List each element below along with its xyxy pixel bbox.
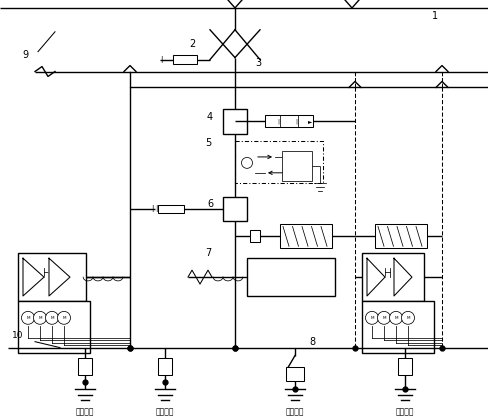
Text: M: M — [26, 316, 30, 320]
Bar — [78, 357, 92, 375]
Text: M: M — [393, 316, 397, 320]
Bar — [361, 301, 433, 353]
Text: 5: 5 — [204, 138, 211, 148]
Text: M: M — [38, 316, 41, 320]
Text: |: | — [160, 56, 162, 63]
Text: ►: ► — [307, 119, 311, 124]
Circle shape — [21, 311, 35, 324]
Circle shape — [58, 311, 70, 324]
Text: 3: 3 — [254, 58, 261, 68]
Polygon shape — [23, 258, 44, 296]
Text: M: M — [50, 316, 54, 320]
Text: 保护接地: 保护接地 — [395, 407, 413, 416]
Text: M: M — [369, 316, 373, 320]
Text: |: | — [276, 118, 279, 124]
Circle shape — [401, 311, 414, 324]
Text: M: M — [406, 316, 409, 320]
Text: 7: 7 — [204, 248, 211, 258]
Text: 2: 2 — [188, 39, 195, 49]
Polygon shape — [366, 258, 384, 296]
Circle shape — [34, 311, 46, 324]
Bar — [264, 115, 312, 127]
Bar — [285, 367, 304, 381]
Bar — [223, 109, 246, 134]
Bar — [361, 253, 423, 301]
Text: M: M — [382, 316, 385, 320]
Bar — [374, 224, 426, 248]
Circle shape — [389, 311, 402, 324]
Circle shape — [377, 311, 390, 324]
Bar — [18, 301, 90, 353]
Text: 10: 10 — [12, 331, 24, 340]
Text: M: M — [62, 316, 65, 320]
Text: |: | — [150, 205, 153, 212]
Text: 8: 8 — [308, 336, 314, 347]
Bar — [223, 196, 246, 222]
Circle shape — [365, 311, 378, 324]
Text: 保护接地: 保护接地 — [285, 407, 304, 416]
Bar — [280, 224, 331, 248]
Bar — [246, 258, 334, 296]
Text: 9: 9 — [22, 50, 28, 60]
Text: |: | — [155, 205, 157, 212]
Bar — [397, 357, 411, 375]
Polygon shape — [49, 258, 70, 296]
Text: 6: 6 — [206, 199, 213, 209]
Text: 保护接地: 保护接地 — [76, 407, 94, 416]
Text: 1: 1 — [431, 11, 437, 21]
Bar — [249, 230, 260, 242]
Bar — [235, 141, 323, 183]
Polygon shape — [393, 258, 411, 296]
Text: |: | — [294, 118, 296, 124]
Bar — [18, 253, 86, 301]
Bar — [158, 204, 183, 212]
Bar — [158, 357, 172, 375]
Circle shape — [45, 311, 59, 324]
Text: 4: 4 — [206, 112, 213, 122]
Bar — [282, 151, 311, 181]
Bar — [173, 55, 197, 64]
Text: 工作接地: 工作接地 — [156, 407, 174, 416]
